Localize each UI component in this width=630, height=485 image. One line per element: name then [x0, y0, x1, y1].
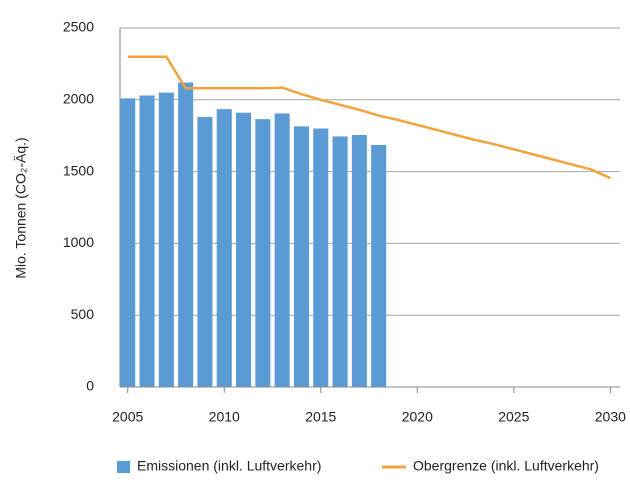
bar	[293, 126, 309, 387]
x-tick-label: 2025	[498, 409, 529, 425]
x-tick-label: 2030	[595, 409, 626, 425]
y-axis-label: Mio. Tonnen (CO₂-Äq.)	[13, 137, 29, 278]
y-tick-label: 1500	[63, 162, 94, 178]
legend-swatch	[117, 461, 130, 473]
y-tick-label: 1000	[63, 234, 94, 250]
x-tick-label: 2015	[305, 409, 336, 425]
bar	[158, 92, 174, 388]
bar	[371, 145, 387, 387]
bar	[216, 109, 232, 387]
x-tick-label: 2010	[209, 409, 240, 425]
y-tick-label: 2000	[63, 91, 94, 107]
x-tick-label: 2020	[402, 409, 433, 425]
y-tick-label: 0	[86, 378, 94, 394]
y-tick-label: 2500	[63, 19, 94, 35]
bar	[274, 113, 290, 387]
legend-label: Emissionen (inkl. Luftverkehr)	[137, 458, 321, 474]
bar	[120, 98, 136, 387]
y-tick-label: 500	[71, 306, 95, 322]
bar	[332, 136, 348, 387]
bar	[255, 119, 271, 387]
bar	[178, 82, 194, 388]
bar	[236, 112, 252, 387]
x-tick-label: 2005	[112, 409, 143, 425]
bar	[313, 128, 329, 387]
legend-label: Obergrenze (inkl. Luftverkehr)	[413, 458, 599, 474]
line	[127, 55, 611, 180]
bar	[139, 95, 155, 387]
bar	[351, 134, 367, 387]
bar	[197, 117, 213, 388]
